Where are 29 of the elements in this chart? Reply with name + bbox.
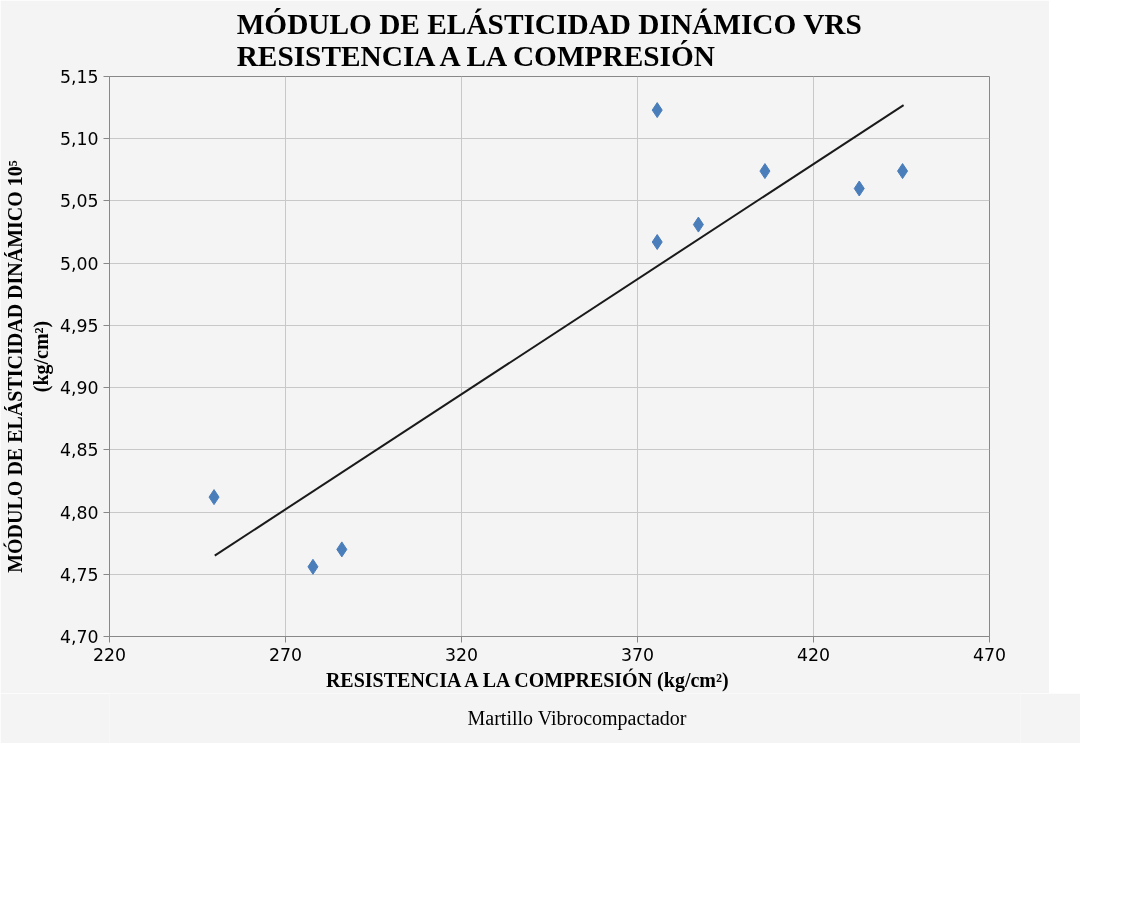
x-axis-title: RESISTENCIA A LA COMPRESIÓN (kg/cm²)	[325, 667, 729, 692]
y-tick-label: 4,95	[59, 315, 99, 336]
x-tick-label: 320	[444, 644, 479, 665]
point	[208, 489, 220, 506]
x-tick-label: 420	[796, 644, 831, 665]
x-tick-label: 470	[972, 644, 1007, 665]
point	[651, 234, 663, 251]
y-tick-label: 4,70	[59, 627, 99, 647]
chart-title: MÓDULO DE ELÁSTICIDAD DINÁMICO VRS RESISTENCIA A LA COMPRESIÓN	[236, 7, 862, 72]
point	[853, 180, 865, 197]
y-tick-label: 4,80	[59, 502, 99, 523]
x-tick-label: 220	[92, 644, 127, 665]
y-tick-label: 5,00	[59, 253, 99, 274]
point	[897, 163, 909, 180]
y-tick-label: 5,05	[59, 191, 99, 212]
point	[651, 102, 663, 119]
text: Martillo Vibrocompactador	[467, 706, 687, 730]
y-axis-title: MÓDULO DE ELÁSTICIDAD DINÁMICO 10⁵ (kg/cm²)	[2, 160, 53, 573]
point	[759, 163, 771, 180]
y-tick-label: 4,85	[59, 440, 99, 461]
point	[307, 558, 319, 575]
y-tick-label: 4,75	[59, 564, 99, 585]
point	[336, 541, 348, 558]
y-tick-label: 5,10	[59, 129, 99, 150]
x-tick-label: 270	[268, 644, 303, 665]
y-tick-label: 5,15	[59, 67, 99, 87]
point	[692, 216, 704, 233]
x-tick-label: 370	[620, 644, 655, 665]
y-tick-label: 4,90	[59, 378, 99, 399]
